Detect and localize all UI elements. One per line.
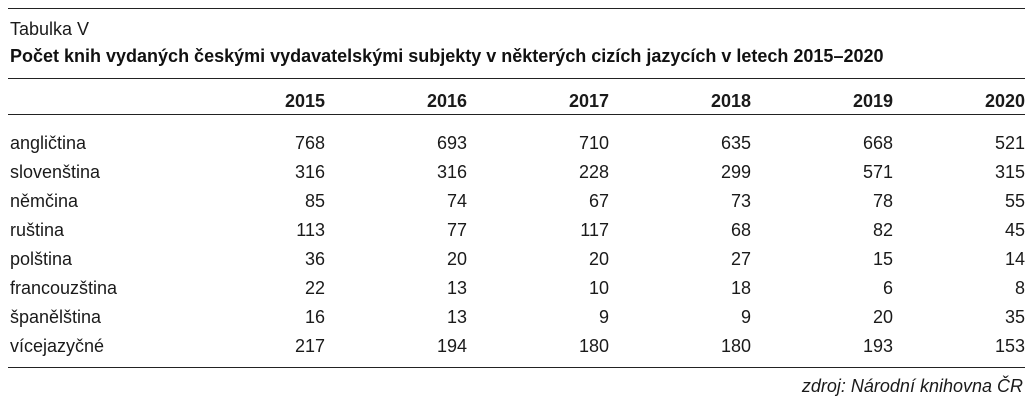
table-row: němčina 85 74 67 73 78 55 [8,187,1025,216]
column-header: 2019 [852,90,893,111]
table-cell: 9 [598,307,609,327]
table-row: ruština 113 77 117 68 82 45 [8,216,1025,245]
table-cell: 316 [294,162,325,182]
row-language: slovenština [10,162,101,182]
table-cell: 20 [588,249,609,269]
data-table: 2015 2016 2017 2018 2019 2020 angličtina… [8,88,1025,361]
column-header: 2018 [710,90,751,111]
column-header: 2017 [568,90,609,111]
table-label: Tabulka V [10,19,90,39]
table-cell: 27 [730,249,751,269]
table-row: slovenština 316 316 228 299 571 315 [8,158,1025,187]
column-header: 2015 [284,90,325,111]
row-language: němčina [10,191,79,211]
table-cell: 77 [446,220,467,240]
row-language: francouzština [10,278,118,298]
table-cell: 113 [296,220,325,240]
bottom-rule [8,367,1025,368]
row-language: vícejazyčné [10,336,105,356]
table-cell: 20 [872,307,893,327]
table-cell: 55 [1004,191,1025,211]
table-cell: 22 [304,278,325,298]
row-language: ruština [10,220,65,240]
table-cell: 521 [994,133,1025,153]
row-language: španělština [10,307,102,327]
table-title: Počet knih vydaných českými vydavatelský… [10,46,884,66]
table-cell: 45 [1004,220,1025,240]
table-cell: 82 [872,220,893,240]
top-rule [8,8,1025,9]
table-cell: 228 [578,162,609,182]
table-row: vícejazyčné 217 194 180 180 193 153 [8,332,1025,361]
title-rule [8,78,1025,79]
table-cell: 10 [588,278,609,298]
table-cell: 194 [436,336,467,356]
table-cell: 18 [730,278,751,298]
table-row: angličtina 768 693 710 635 668 521 [8,129,1025,158]
table-cell: 35 [1004,307,1025,327]
row-language: angličtina [10,133,87,153]
table-row: španělština 16 13 9 9 20 35 [8,303,1025,332]
table-cell: 217 [294,336,325,356]
table-cell: 14 [1004,249,1025,269]
table-cell: 85 [304,191,325,211]
table-cell: 693 [436,133,467,153]
table-row: francouzština 22 13 10 18 6 8 [8,274,1025,303]
table-cell: 180 [578,336,609,356]
table-cell: 571 [862,162,893,182]
header-separator [8,114,1025,129]
table-cell: 9 [740,307,751,327]
table-cell: 768 [294,133,325,153]
table-cell: 73 [730,191,751,211]
table-cell: 668 [862,133,893,153]
table-cell: 635 [720,133,751,153]
table-cell: 78 [872,191,893,211]
table-cell: 6 [882,278,893,298]
table-cell: 20 [446,249,467,269]
table-cell: 68 [730,220,751,240]
source-note: zdroj: Národní knihovna ČR [801,376,1023,396]
table-cell: 13 [446,278,467,298]
table-cell: 8 [1014,278,1025,298]
table-cell: 13 [446,307,467,327]
table-cell: 16 [304,307,325,327]
table-cell: 153 [994,336,1025,356]
table-cell: 316 [436,162,467,182]
table-cell: 315 [994,162,1025,182]
table-cell: 15 [872,249,893,269]
header-corner [8,88,183,115]
row-language: polština [10,249,73,269]
table-cell: 180 [720,336,751,356]
table-cell: 117 [580,220,609,240]
header-row: 2015 2016 2017 2018 2019 2020 [8,88,1025,115]
table-row: polština 36 20 20 27 15 14 [8,245,1025,274]
table-cell: 36 [304,249,325,269]
column-header: 2020 [984,90,1025,111]
table-cell: 67 [588,191,609,211]
table-cell: 299 [720,162,751,182]
table-cell: 74 [446,191,467,211]
column-header: 2016 [426,90,467,111]
table-cell: 710 [578,133,609,153]
table-cell: 193 [862,336,893,356]
